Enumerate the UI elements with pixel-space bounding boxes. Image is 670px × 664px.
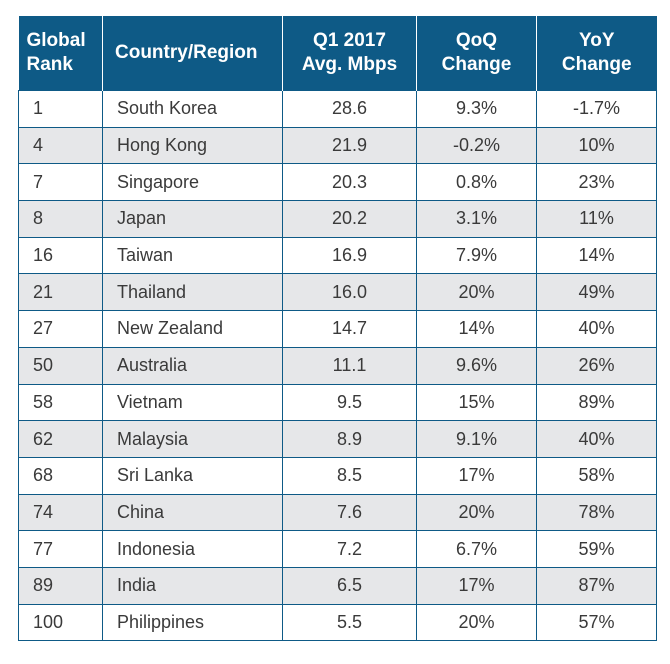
header-qoq-change: QoQ Change — [416, 16, 537, 91]
cell-yoy: 59% — [536, 530, 657, 568]
cell-country: New Zealand — [102, 310, 283, 348]
table-row: 77 Indonesia 7.2 6.7% 59% — [18, 530, 657, 568]
table-row: 68 Sri Lanka 8.5 17% 58% — [18, 456, 657, 495]
cell-speed: 6.5 — [282, 566, 417, 605]
cell-speed: 7.6 — [282, 493, 417, 532]
cell-rank: 58 — [18, 383, 103, 422]
cell-country: Sri Lanka — [102, 456, 283, 495]
cell-yoy: 78% — [536, 493, 657, 532]
cell-yoy: 58% — [536, 456, 657, 495]
table-row: 21 Thailand 16.0 20% 49% — [18, 273, 657, 312]
cell-qoq: 6.7% — [416, 530, 537, 568]
cell-speed: 20.3 — [282, 163, 417, 202]
cell-speed: 8.9 — [282, 420, 417, 458]
cell-rank: 100 — [18, 603, 103, 642]
table-row: 16 Taiwan 16.9 7.9% 14% — [18, 236, 657, 275]
header-country-region: Country/Region — [102, 16, 283, 91]
cell-country: Singapore — [102, 163, 283, 202]
cell-country: Japan — [102, 200, 283, 238]
cell-yoy: 23% — [536, 163, 657, 202]
cell-rank: 8 — [18, 200, 103, 238]
table-row: 1 South Korea 28.6 9.3% -1.7% — [18, 90, 657, 128]
cell-speed: 21.9 — [282, 126, 417, 165]
cell-speed: 28.6 — [282, 90, 417, 128]
cell-yoy: 87% — [536, 566, 657, 605]
cell-speed: 14.7 — [282, 310, 417, 348]
cell-country: South Korea — [102, 90, 283, 128]
cell-qoq: 9.6% — [416, 346, 537, 385]
cell-yoy: -1.7% — [536, 90, 657, 128]
cell-country: Hong Kong — [102, 126, 283, 165]
cell-rank: 1 — [18, 90, 103, 128]
cell-rank: 16 — [18, 236, 103, 275]
cell-yoy: 49% — [536, 273, 657, 312]
cell-qoq: 15% — [416, 383, 537, 422]
cell-yoy: 10% — [536, 126, 657, 165]
cell-qoq: 7.9% — [416, 236, 537, 275]
table-row: 27 New Zealand 14.7 14% 40% — [18, 310, 657, 348]
cell-qoq: 9.1% — [416, 420, 537, 458]
cell-speed: 11.1 — [282, 346, 417, 385]
table-body: 1 South Korea 28.6 9.3% -1.7% 4 Hong Kon… — [18, 90, 657, 642]
table-row: 74 China 7.6 20% 78% — [18, 493, 657, 532]
cell-yoy: 89% — [536, 383, 657, 422]
cell-qoq: 20% — [416, 603, 537, 642]
cell-rank: 62 — [18, 420, 103, 458]
cell-rank: 21 — [18, 273, 103, 312]
cell-rank: 68 — [18, 456, 103, 495]
cell-yoy: 14% — [536, 236, 657, 275]
cell-country: Vietnam — [102, 383, 283, 422]
table-row: 7 Singapore 20.3 0.8% 23% — [18, 163, 657, 202]
cell-country: Australia — [102, 346, 283, 385]
cell-speed: 16.0 — [282, 273, 417, 312]
table-row: 89 India 6.5 17% 87% — [18, 566, 657, 605]
cell-country: India — [102, 566, 283, 605]
table-row: 62 Malaysia 8.9 9.1% 40% — [18, 420, 657, 458]
cell-rank: 7 — [18, 163, 103, 202]
table-row: 100 Philippines 5.5 20% 57% — [18, 603, 657, 642]
cell-country: Malaysia — [102, 420, 283, 458]
cell-qoq: 20% — [416, 493, 537, 532]
cell-yoy: 40% — [536, 310, 657, 348]
cell-yoy: 57% — [536, 603, 657, 642]
cell-speed: 7.2 — [282, 530, 417, 568]
cell-rank: 74 — [18, 493, 103, 532]
cell-country: Thailand — [102, 273, 283, 312]
cell-speed: 20.2 — [282, 200, 417, 238]
speed-table-container: Global Rank Country/Region Q1 2017 Avg. … — [18, 16, 657, 642]
header-avg-mbps: Q1 2017 Avg. Mbps — [282, 16, 417, 91]
cell-qoq: 9.3% — [416, 90, 537, 128]
cell-rank: 77 — [18, 530, 103, 568]
speed-table: Global Rank Country/Region Q1 2017 Avg. … — [18, 16, 657, 642]
cell-qoq: 17% — [416, 566, 537, 605]
cell-yoy: 26% — [536, 346, 657, 385]
table-row: 8 Japan 20.2 3.1% 11% — [18, 200, 657, 238]
cell-speed: 8.5 — [282, 456, 417, 495]
cell-rank: 4 — [18, 126, 103, 165]
table-row: 58 Vietnam 9.5 15% 89% — [18, 383, 657, 422]
cell-rank: 89 — [18, 566, 103, 605]
cell-country: China — [102, 493, 283, 532]
cell-speed: 16.9 — [282, 236, 417, 275]
cell-speed: 5.5 — [282, 603, 417, 642]
header-yoy-change: YoY Change — [536, 16, 657, 91]
cell-qoq: 20% — [416, 273, 537, 312]
cell-qoq: 14% — [416, 310, 537, 348]
cell-speed: 9.5 — [282, 383, 417, 422]
table-header-row: Global Rank Country/Region Q1 2017 Avg. … — [18, 16, 657, 91]
cell-qoq: 0.8% — [416, 163, 537, 202]
cell-yoy: 40% — [536, 420, 657, 458]
cell-qoq: -0.2% — [416, 126, 537, 165]
cell-yoy: 11% — [536, 200, 657, 238]
cell-qoq: 17% — [416, 456, 537, 495]
cell-country: Taiwan — [102, 236, 283, 275]
cell-country: Philippines — [102, 603, 283, 642]
cell-country: Indonesia — [102, 530, 283, 568]
cell-rank: 50 — [18, 346, 103, 385]
table-row: 4 Hong Kong 21.9 -0.2% 10% — [18, 126, 657, 165]
cell-rank: 27 — [18, 310, 103, 348]
table-row: 50 Australia 11.1 9.6% 26% — [18, 346, 657, 385]
cell-qoq: 3.1% — [416, 200, 537, 238]
header-global-rank: Global Rank — [18, 16, 103, 91]
